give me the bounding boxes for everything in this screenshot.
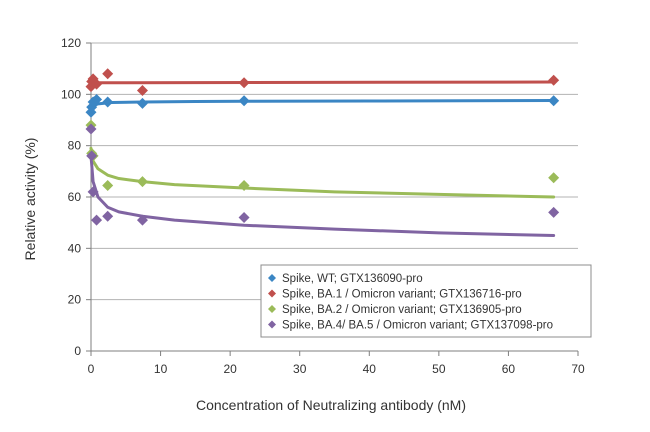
legend-label-series-1: Spike, WT; GTX136090-pro [282, 273, 423, 285]
trend-line-series-3 [89, 146, 556, 199]
data-point-series-3 [238, 179, 250, 191]
data-point-series-1 [238, 95, 250, 107]
data-point-series-1 [102, 96, 114, 108]
data-point-series-3 [548, 172, 560, 184]
x-tick-label: 20 [223, 362, 237, 376]
x-tick-label: 70 [571, 362, 585, 376]
data-point-series-3 [102, 179, 114, 191]
x-tick-label: 30 [293, 362, 307, 376]
axes [86, 42, 579, 356]
data-point-series-2 [136, 84, 148, 96]
y-tick-label: 120 [61, 36, 81, 50]
legend-marker-series-2 [268, 289, 276, 298]
data-point-series-2 [102, 68, 114, 80]
data-point-series-4 [86, 150, 98, 162]
legend-marker-series-4 [268, 320, 276, 329]
y-tick-label: 20 [68, 293, 82, 307]
data-point-series-1 [136, 97, 148, 109]
y-tick-label: 40 [68, 241, 82, 255]
y-tick-label: 100 [61, 87, 81, 101]
y-tick-label: 60 [68, 190, 82, 204]
legend-label-series-3: Spike, BA.2 / Omicron variant; GTX136905… [282, 304, 522, 316]
data-point-series-4 [87, 186, 99, 198]
data-points [85, 68, 560, 226]
legend-marker-series-1 [268, 274, 276, 282]
x-tick-label: 40 [363, 362, 377, 376]
legend-label-series-4: Spike, BA.4/ BA.5 / Omicron variant; GTX… [282, 320, 553, 332]
x-axis-title: Concentration of Neutralizing antibody (… [196, 397, 466, 413]
x-tick-label: 0 [88, 362, 95, 376]
x-tick-label: 10 [154, 362, 168, 376]
y-axis-title: Relative activity (%) [22, 138, 38, 261]
x-tick-label: 60 [502, 362, 516, 376]
trend-line-series-1 [89, 98, 556, 114]
legend-marker-series-3 [268, 305, 276, 313]
legend: Spike, WT; GTX136090-pro Spike, BA.1 / Om… [260, 264, 592, 338]
data-point-series-4 [91, 214, 103, 226]
trend-lines [89, 80, 556, 237]
tick-labels: 0 20 40 60 80 100 120 0 10 20 30 40 50 60 70 [61, 36, 585, 376]
data-point-series-4 [238, 212, 250, 224]
y-tick-label: 0 [74, 344, 81, 358]
data-point-series-1 [91, 93, 103, 105]
data-point-series-4 [85, 123, 97, 135]
data-point-series-2 [548, 74, 560, 86]
data-point-series-4 [136, 214, 148, 226]
y-tick-label: 80 [68, 139, 82, 153]
data-point-series-4 [102, 210, 114, 222]
data-point-series-4 [548, 206, 560, 218]
legend-label-series-2: Spike, BA.1 / Omicron variant; GTX136716… [282, 289, 522, 301]
data-point-series-2 [91, 78, 103, 90]
x-tick-label: 50 [432, 362, 446, 376]
data-point-series-2 [238, 77, 250, 89]
legend-box [260, 264, 592, 338]
trend-line-series-2 [89, 80, 556, 85]
data-point-series-1 [548, 95, 560, 107]
data-point-series-3 [136, 176, 148, 188]
